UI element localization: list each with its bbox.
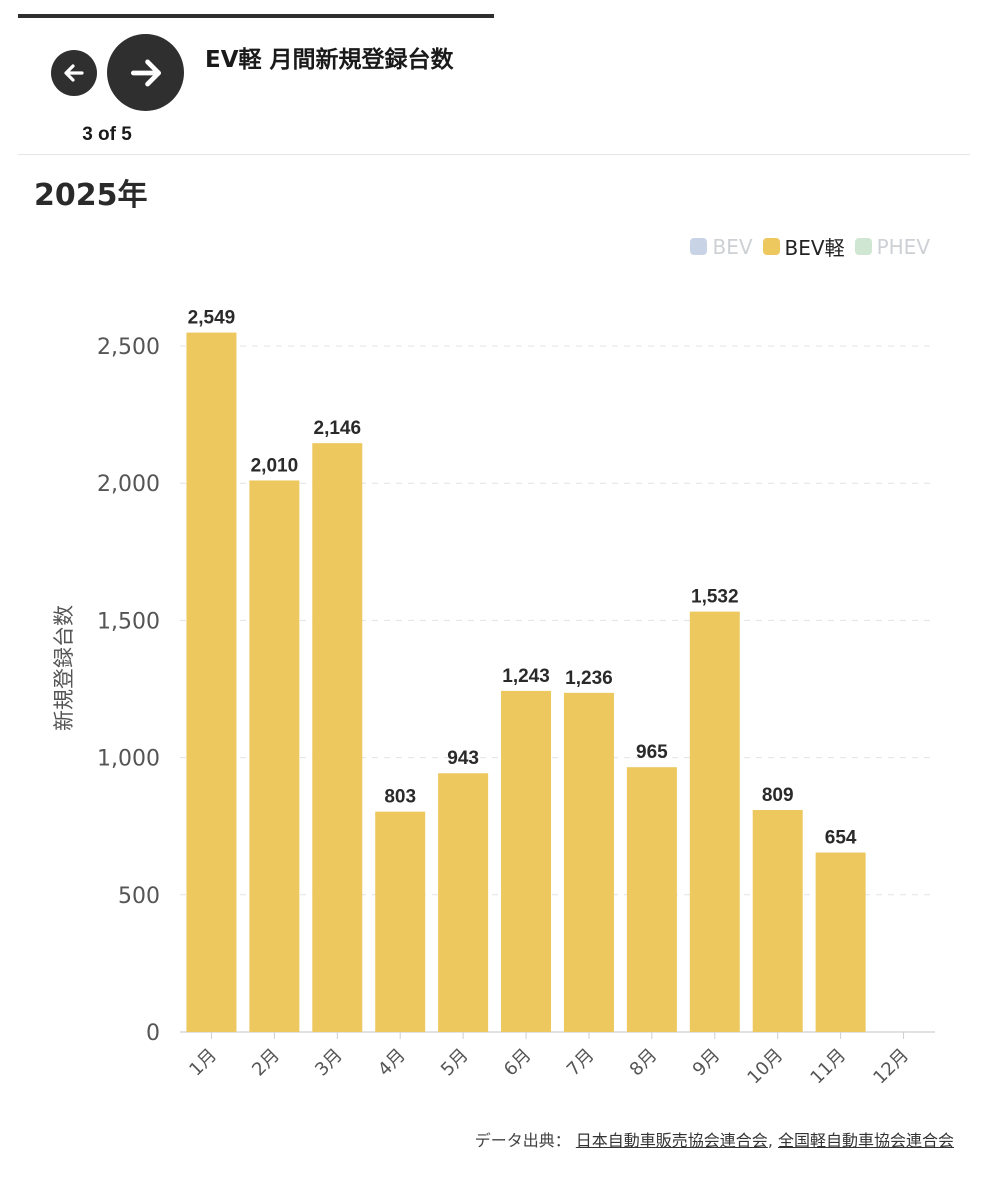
bar[interactable] [375, 811, 426, 1032]
source-label: データ出典： [474, 1131, 571, 1150]
x-tick-label: 5月 [437, 1045, 473, 1081]
y-tick-label: 2,500 [97, 335, 160, 360]
card-title: EV軽 月間新規登録台数 [205, 47, 454, 73]
x-tick-label: 9月 [689, 1045, 725, 1081]
y-axis-label: 新規登録台数 [52, 605, 76, 731]
y-tick-label: 500 [118, 884, 160, 909]
data-label: 803 [384, 787, 416, 808]
bar[interactable] [689, 611, 740, 1032]
source-separator: , [767, 1131, 778, 1150]
chart-title: 2025年 [34, 178, 148, 213]
data-label: 1,243 [502, 666, 550, 687]
x-tick-label: 10月 [743, 1045, 787, 1089]
y-tick-label: 2,000 [97, 472, 160, 497]
data-label: 654 [825, 828, 857, 849]
legend-label-bev: BEV [712, 234, 753, 259]
bar[interactable] [186, 332, 237, 1032]
bar[interactable] [501, 690, 552, 1032]
next-button[interactable] [107, 34, 184, 111]
y-tick-label: 0 [146, 1021, 160, 1046]
bars [186, 332, 866, 1033]
source-link-zenkeijikyo[interactable]: 全国軽自動車協会連合会 [777, 1131, 954, 1150]
x-axis-ticks: 1月 2月 3月 4月 5月 6月 7月 8月 9月 10月 11月 12月 [185, 1032, 913, 1088]
data-label: 1,236 [565, 668, 613, 689]
legend-item-bev[interactable]: BEV [690, 234, 753, 259]
bar[interactable] [438, 773, 489, 1032]
data-label: 2,549 [188, 308, 236, 329]
top-rule [18, 14, 494, 18]
bar[interactable] [752, 810, 803, 1032]
x-tick-label: 6月 [500, 1045, 536, 1081]
arrow-left-icon [64, 64, 84, 82]
data-label: 2,146 [314, 418, 362, 439]
x-tick-label: 7月 [563, 1045, 599, 1081]
pager-indicator: 3 of 5 [82, 124, 132, 145]
legend-swatch-bev [690, 238, 708, 255]
legend-item-phev[interactable]: PHEV [854, 234, 930, 259]
previous-button[interactable] [51, 50, 97, 96]
bar[interactable] [626, 767, 677, 1032]
data-label: 965 [636, 742, 668, 763]
source-link-jada[interactable]: 日本自動車販売協会連合会 [575, 1131, 768, 1150]
data-label: 2,010 [251, 455, 299, 476]
x-tick-label: 1月 [185, 1045, 221, 1081]
bar[interactable] [563, 692, 614, 1032]
arrow-right-icon [130, 59, 161, 86]
x-tick-label: 11月 [806, 1045, 850, 1089]
data-label: 943 [447, 748, 479, 769]
legend-swatch-bev-kei [762, 238, 780, 255]
x-tick-label: 2月 [248, 1045, 284, 1081]
legend: BEV BEV軽 PHEV [690, 232, 930, 261]
data-label: 809 [762, 785, 794, 806]
data-label: 1,532 [691, 587, 739, 608]
legend-label-bev-kei: BEV軽 [784, 236, 845, 260]
bar[interactable] [312, 443, 363, 1033]
divider [18, 154, 970, 155]
y-tick-label: 1,000 [97, 747, 160, 772]
x-tick-label: 3月 [311, 1045, 347, 1081]
grid-lines [180, 345, 935, 1033]
bar[interactable] [249, 480, 300, 1032]
y-tick-label: 1,500 [97, 609, 160, 634]
y-axis-ticks: 0 500 1,000 1,500 2,000 2,500 [97, 335, 160, 1046]
legend-swatch-phev [854, 238, 872, 255]
x-tick-label: 12月 [869, 1045, 913, 1089]
x-tick-label: 4月 [374, 1045, 410, 1081]
source-note: データ出典： 日本自動車販売協会連合会, 全国軽自動車協会連合会 [475, 1127, 954, 1151]
legend-label-phev: PHEV [876, 234, 930, 259]
data-labels: 2,549 2,010 2,146 803 943 1,243 1,236 965 1,532 8… [188, 308, 857, 849]
x-tick-label: 8月 [626, 1045, 662, 1081]
legend-item-bev-kei[interactable]: BEV軽 [762, 232, 845, 261]
bar[interactable] [815, 852, 866, 1032]
